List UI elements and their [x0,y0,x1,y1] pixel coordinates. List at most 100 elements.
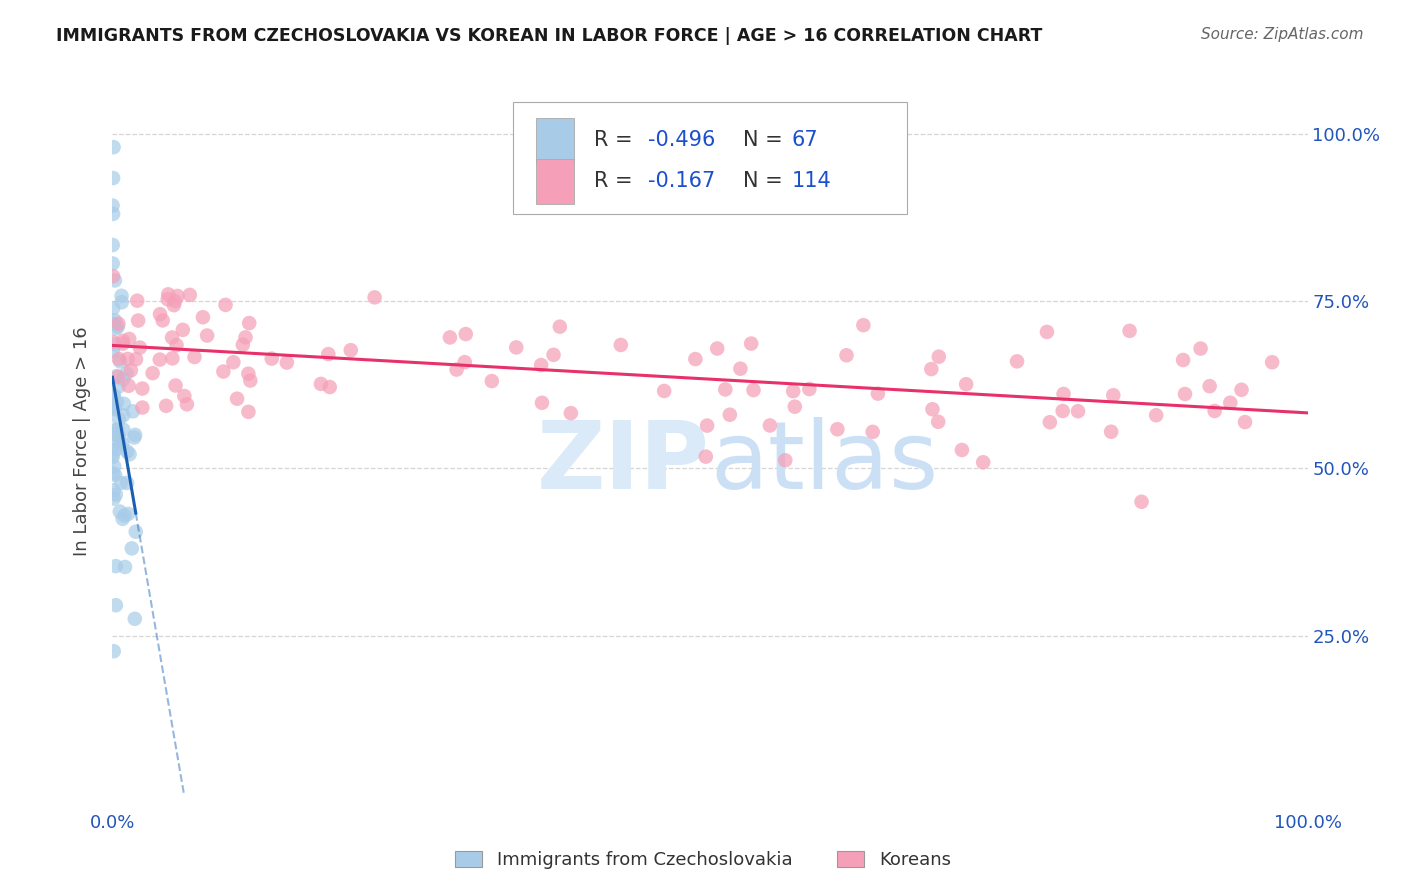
Point [152,313,174,327]
Point [108,351,131,366]
Point [610,338,633,352]
Point [927,415,949,429]
Text: -0.496: -0.496 [648,130,716,150]
Point [972,455,994,469]
Point [105,442,128,456]
Point [1144,408,1167,422]
Point [101,334,124,349]
Point [799,382,821,396]
Point [235,330,257,344]
Point [104,337,127,351]
Point [226,392,249,406]
Point [125,524,148,539]
Point [921,402,943,417]
Point [866,386,889,401]
Point [238,316,260,330]
Point [114,560,136,574]
Point [454,327,477,342]
Point [101,317,124,331]
Point [166,338,188,352]
Point [782,384,804,399]
Point [481,374,503,388]
Point [1189,342,1212,356]
Point [928,350,950,364]
Point [103,401,125,416]
Point [107,319,129,334]
Text: ZIP: ZIP [537,417,710,509]
Point [108,412,131,426]
Point [108,354,131,368]
Point [120,363,142,377]
Point [103,491,125,506]
Point [1130,494,1153,508]
Point [173,389,195,403]
Point [163,298,186,312]
Point [149,307,172,321]
Text: atlas: atlas [710,417,938,509]
Point [105,423,128,437]
Point [706,342,728,356]
Point [172,323,194,337]
Point [103,644,125,658]
Point [1118,324,1140,338]
Point [1204,404,1226,418]
Point [122,431,145,445]
Point [111,334,134,348]
Point [1039,415,1062,429]
Text: N =: N = [744,130,790,150]
Point [112,397,135,411]
Point [318,347,340,361]
Point [505,340,527,354]
Point [125,352,148,367]
Legend: Immigrants from Czechoslovakia, Koreans: Immigrants from Czechoslovakia, Koreans [446,842,960,879]
Text: N =: N = [744,171,790,192]
Point [101,447,124,461]
Point [142,366,165,380]
Point [696,418,718,433]
Point [446,362,468,376]
Point [103,426,125,441]
Point [238,405,260,419]
Point [108,430,131,444]
Point [131,382,153,396]
Point [827,422,849,436]
Point [157,287,180,301]
Point [111,336,134,351]
Point [115,475,138,490]
Point [1099,425,1122,439]
Point [1036,325,1059,339]
Point [179,288,201,302]
Point [104,559,127,574]
Point [950,442,973,457]
Point [103,390,125,404]
Y-axis label: In Labor Force | Age > 16: In Labor Force | Age > 16 [73,326,91,557]
Point [101,269,124,284]
Point [114,508,136,523]
Point [117,507,139,521]
Point [1230,383,1253,397]
Point [103,301,125,316]
Point [183,350,205,364]
Point [118,378,141,392]
Point [115,444,138,458]
Point [363,290,385,304]
Point [105,395,128,409]
Point [101,207,124,221]
Point [222,355,245,369]
Point [124,612,146,626]
Point [156,293,179,307]
Point [104,423,127,437]
Point [239,374,262,388]
Point [543,348,565,362]
Point [105,369,128,384]
Point [920,362,942,376]
Point [685,352,707,367]
Point [165,378,187,392]
Point [339,343,361,358]
Point [104,273,127,287]
Point [714,383,737,397]
Text: IMMIGRANTS FROM CZECHOSLOVAKIA VS KOREAN IN LABOR FORCE | AGE > 16 CORRELATION C: IMMIGRANTS FROM CZECHOSLOVAKIA VS KOREAN… [56,27,1043,45]
Point [162,351,184,366]
Point [104,467,127,482]
Point [1052,404,1074,418]
